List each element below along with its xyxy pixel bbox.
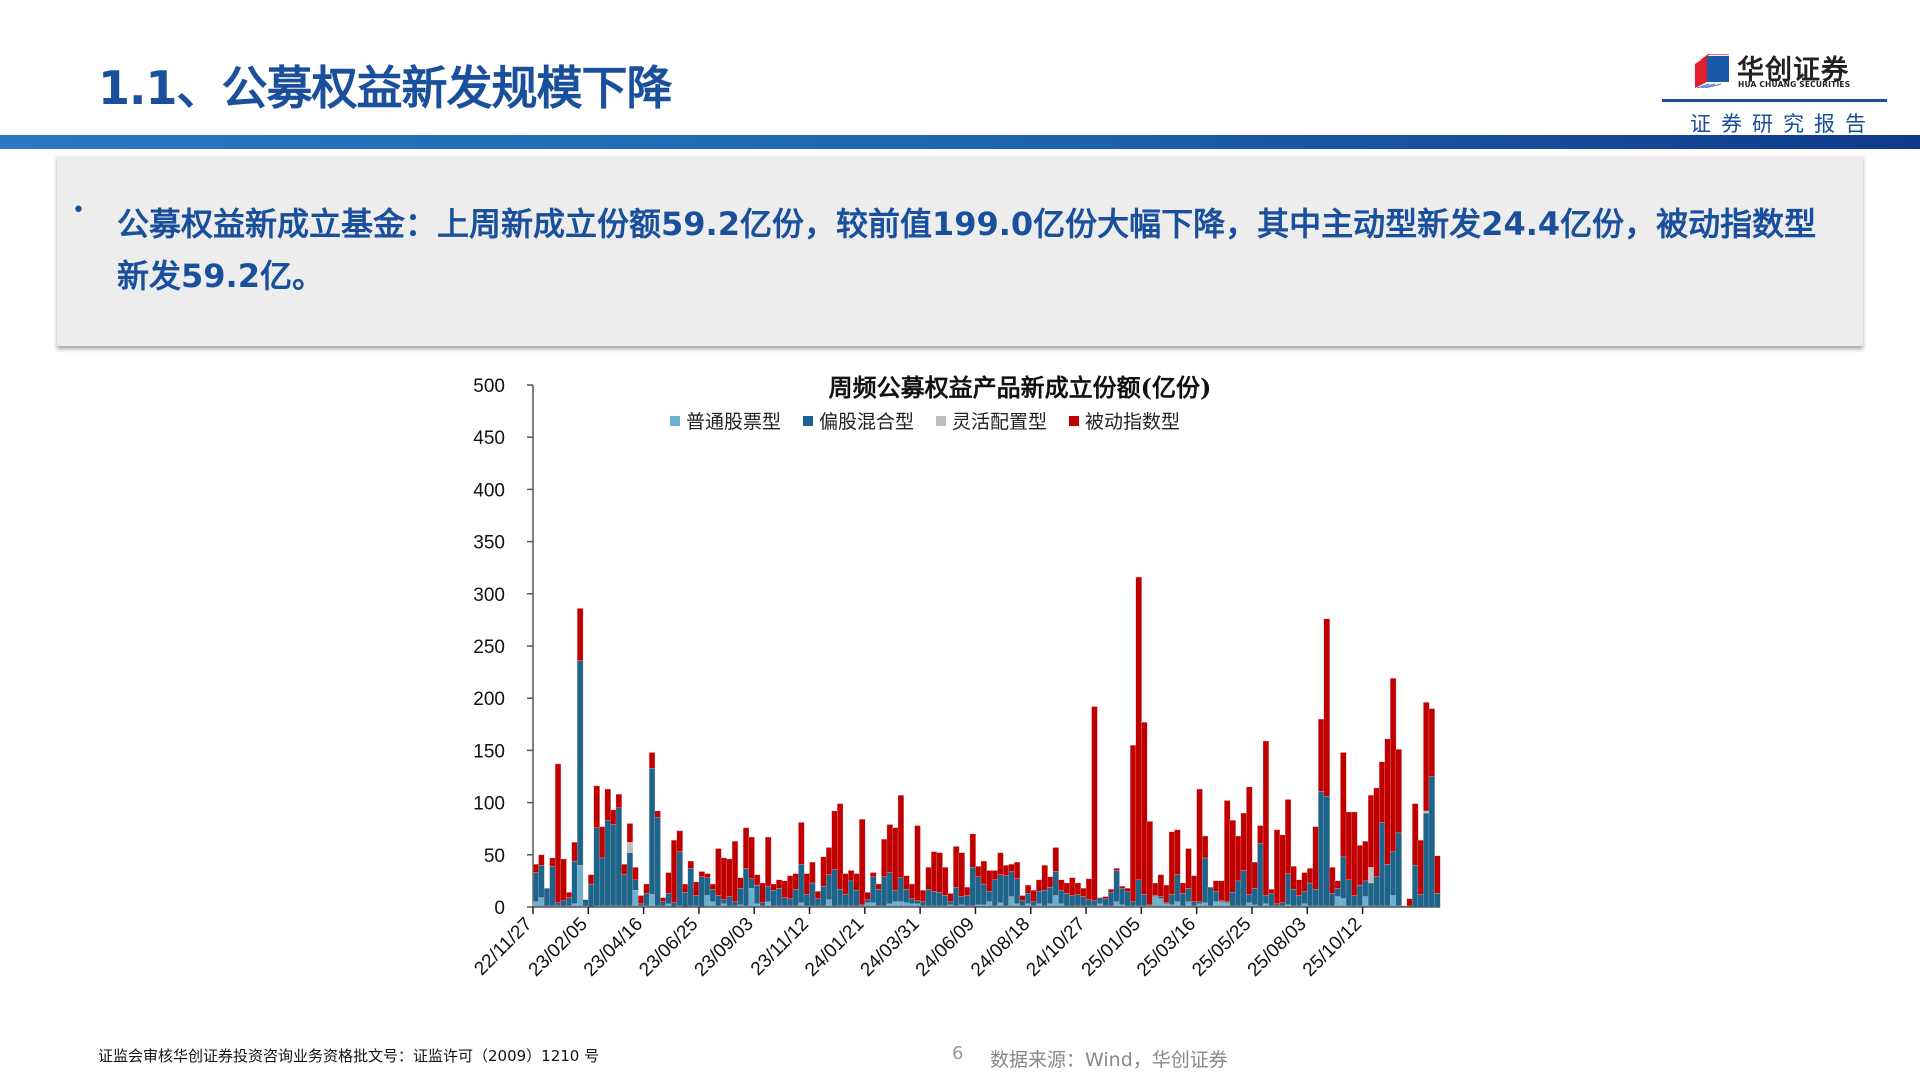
- svg-text:300: 300: [473, 585, 505, 606]
- logo-mark-icon: [1695, 54, 1729, 88]
- svg-text:50: 50: [484, 846, 505, 867]
- chart-title: 周频公募权益产品新成立份额(亿份): [828, 373, 1212, 402]
- report-label: 证券研究报告: [1690, 112, 1876, 136]
- svg-text:24/06/09: 24/06/09: [912, 914, 979, 981]
- svg-text:22/11/27: 22/11/27: [470, 914, 536, 980]
- logo-text-en: HUA CHUANG SECURITIES: [1738, 80, 1851, 89]
- svg-text:25/05/25: 25/05/25: [1188, 914, 1255, 981]
- page-title: 1.1、公募权益新发规模下降: [98, 61, 672, 115]
- svg-text:25/10/12: 25/10/12: [1299, 914, 1366, 981]
- data-source: 数据来源：Wind，华创证券: [990, 1049, 1228, 1071]
- chart-legend: 普通股票型 偏股混合型 灵活配置型 被动指数型: [670, 407, 1180, 434]
- page-number: 6: [952, 1043, 964, 1064]
- svg-text:250: 250: [473, 637, 505, 658]
- svg-text:24/03/31: 24/03/31: [857, 914, 924, 981]
- svg-text:23/11/12: 23/11/12: [747, 914, 813, 980]
- company-logo: 华创证券 HUA CHUANG SECURITIES: [1695, 52, 1855, 92]
- legend-item: 普通股票型: [670, 407, 781, 434]
- legend-item: 灵活配置型: [936, 407, 1047, 434]
- svg-text:23/06/25: 23/06/25: [635, 914, 702, 981]
- legend-item: 被动指数型: [1069, 407, 1180, 434]
- svg-text:24/08/18: 24/08/18: [967, 914, 1034, 981]
- svg-text:200: 200: [473, 689, 505, 710]
- header-band: [0, 135, 1920, 149]
- chart: 周频公募权益产品新成立份额(亿份) 普通股票型 偏股混合型 灵活配置型 被动指数…: [440, 365, 1480, 1065]
- svg-text:24/10/27: 24/10/27: [1022, 914, 1089, 981]
- svg-text:23/02/05: 23/02/05: [525, 914, 592, 981]
- legend-swatch-icon: [1069, 415, 1080, 426]
- bullet-icon: •: [72, 198, 85, 223]
- svg-text:23/09/03: 23/09/03: [691, 914, 758, 981]
- svg-text:0: 0: [494, 898, 505, 919]
- svg-text:25/03/16: 25/03/16: [1133, 914, 1200, 981]
- svg-text:25/01/05: 25/01/05: [1078, 914, 1145, 981]
- svg-text:450: 450: [473, 428, 505, 449]
- svg-text:25/08/03: 25/08/03: [1244, 914, 1311, 981]
- svg-text:24/01/21: 24/01/21: [801, 914, 868, 981]
- svg-text:350: 350: [473, 533, 505, 554]
- legend-swatch-icon: [803, 415, 814, 426]
- svg-text:100: 100: [473, 794, 505, 815]
- logo-text-cn: 华创证券: [1737, 55, 1849, 86]
- legend-item: 偏股混合型: [803, 407, 914, 434]
- svg-text:500: 500: [473, 376, 505, 397]
- logo-divider: [1662, 99, 1887, 102]
- summary-text: 公募权益新成立基金：上周新成立份额59.2亿份，较前值199.0亿份大幅下降，其…: [117, 205, 1817, 295]
- legend-swatch-icon: [936, 415, 947, 426]
- svg-text:23/04/16: 23/04/16: [580, 914, 647, 981]
- svg-text:400: 400: [473, 480, 505, 501]
- legend-swatch-icon: [670, 415, 680, 426]
- chart-plot-area: 05010015020025030035040045050022/11/2723…: [470, 376, 1441, 981]
- svg-text:150: 150: [473, 741, 505, 762]
- summary-box: • 公募权益新成立基金：上周新成立份额59.2亿份，较前值199.0亿份大幅下降…: [57, 156, 1863, 346]
- license-note: 证监会审核华创证券投资咨询业务资格批文号：证监许可（2009）1210 号: [98, 1047, 600, 1065]
